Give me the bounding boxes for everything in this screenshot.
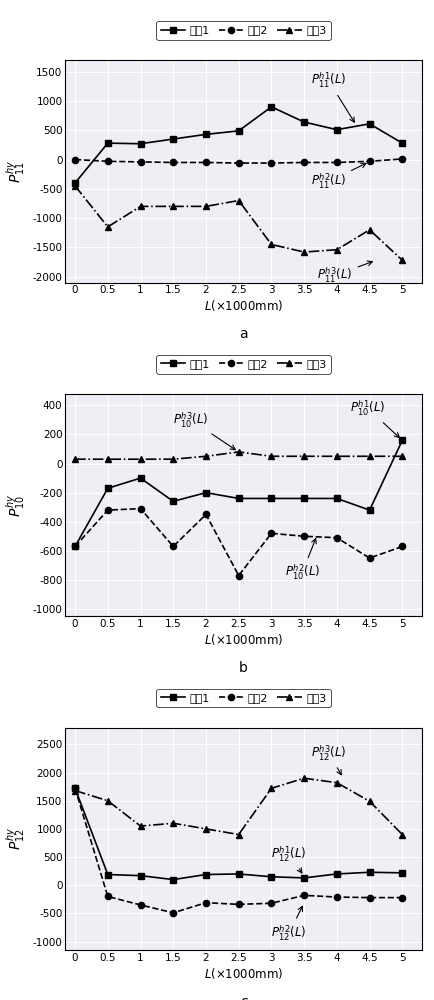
Text: c: c — [239, 994, 247, 1000]
Text: b: b — [239, 661, 247, 675]
Y-axis label: $P_{12}^{hy}$: $P_{12}^{hy}$ — [5, 827, 28, 850]
Y-axis label: $P_{10}^{hy}$: $P_{10}^{hy}$ — [5, 493, 28, 517]
Y-axis label: $P_{11}^{hy}$: $P_{11}^{hy}$ — [5, 160, 28, 183]
X-axis label: $L$(×1000mm): $L$(×1000mm) — [204, 298, 283, 313]
Text: a: a — [239, 327, 247, 341]
Text: $P_{12}^{h2}(L)$: $P_{12}^{h2}(L)$ — [271, 906, 306, 943]
Text: $P_{12}^{h1}(L)$: $P_{12}^{h1}(L)$ — [271, 845, 306, 873]
Text: $P_{10}^{h3}(L)$: $P_{10}^{h3}(L)$ — [173, 410, 235, 450]
X-axis label: $L$(×1000mm): $L$(×1000mm) — [204, 632, 283, 647]
Legend: 刀偗1, 刀偗2, 刀偗3: 刀偗1, 刀偗2, 刀偗3 — [156, 21, 330, 40]
Text: $P_{11}^{h3}(L)$: $P_{11}^{h3}(L)$ — [316, 261, 372, 285]
Text: $P_{12}^{h3}(L)$: $P_{12}^{h3}(L)$ — [310, 743, 345, 775]
Text: $P_{10}^{h2}(L)$: $P_{10}^{h2}(L)$ — [284, 539, 319, 582]
X-axis label: $L$(×1000mm): $L$(×1000mm) — [204, 966, 283, 981]
Legend: 刀偗1, 刀偗2, 刀偗3: 刀偗1, 刀偗2, 刀偗3 — [156, 689, 330, 707]
Text: $P_{11}^{h1}(L)$: $P_{11}^{h1}(L)$ — [310, 71, 354, 122]
Legend: 刀偗1, 刀偗2, 刀偗3: 刀偗1, 刀偗2, 刀偗3 — [156, 355, 330, 374]
Text: $P_{11}^{h2}(L)$: $P_{11}^{h2}(L)$ — [310, 163, 365, 191]
Text: $P_{10}^{h1}(L)$: $P_{10}^{h1}(L)$ — [349, 399, 398, 438]
